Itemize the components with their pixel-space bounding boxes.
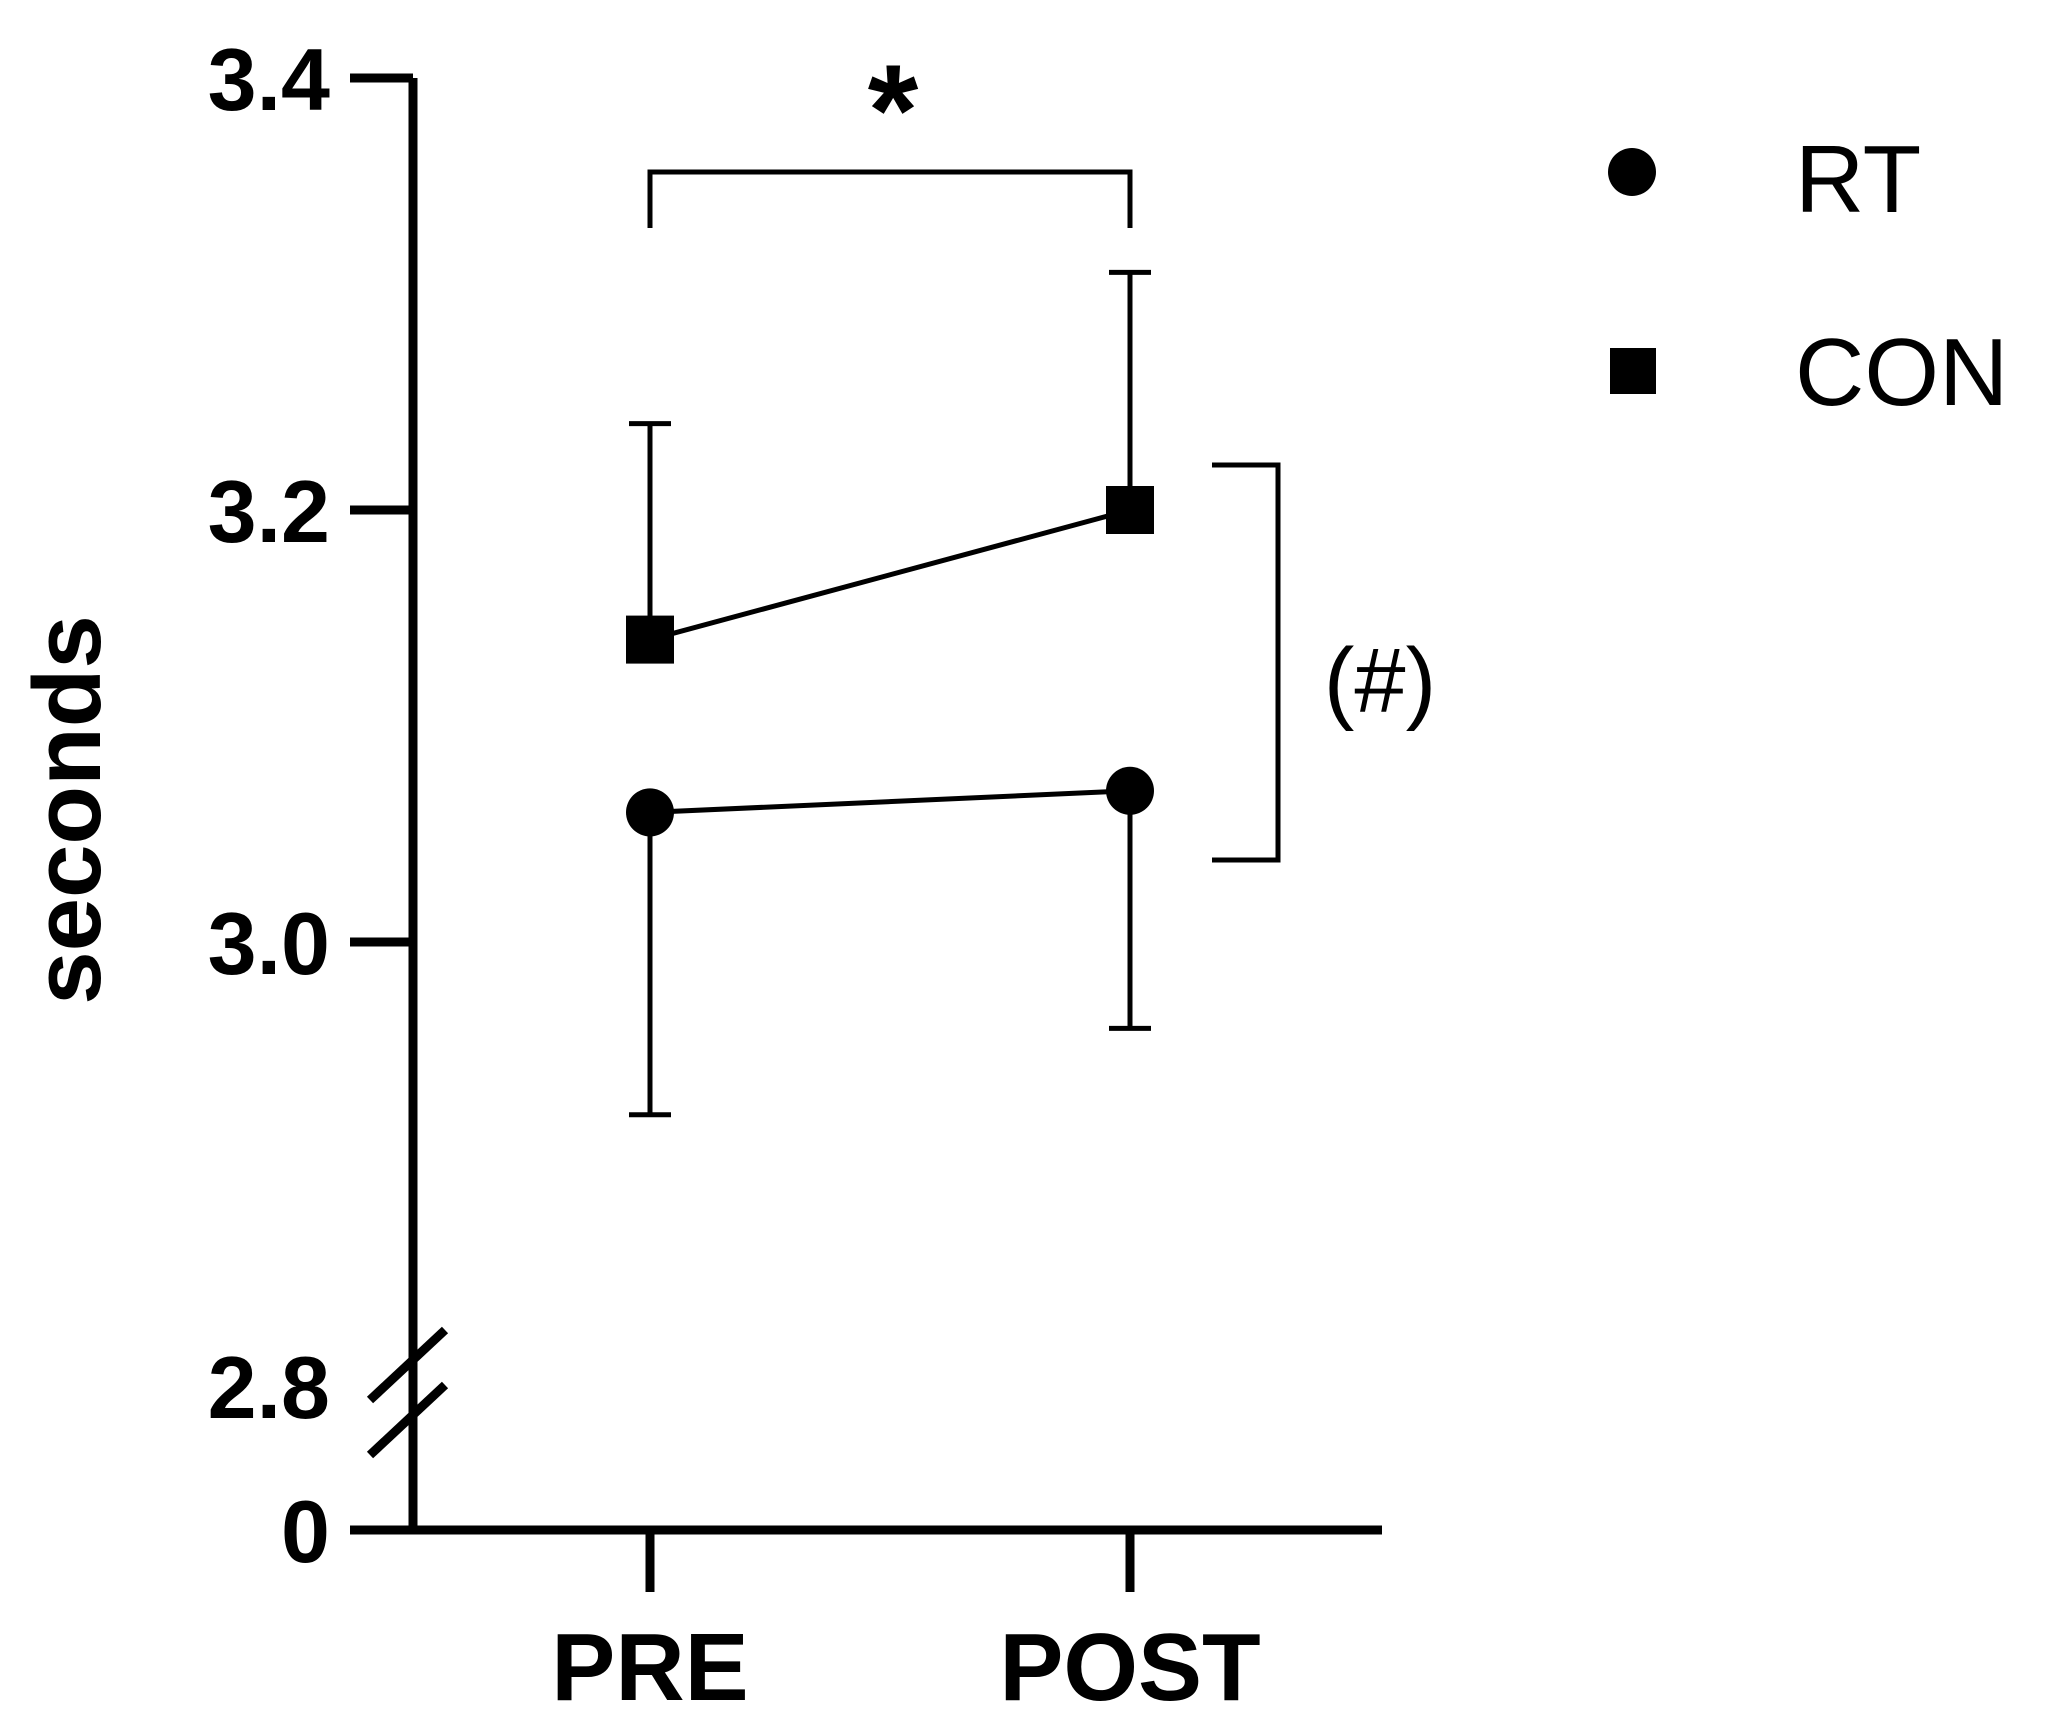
legend-con-marker	[1610, 348, 1656, 394]
con-point-post	[1106, 486, 1154, 534]
axis-break-mark	[366, 1381, 449, 1459]
group-effect-annotation: (#)	[1324, 630, 1436, 732]
time-effect-annotation: *	[868, 37, 919, 183]
time-effect-bracket	[647, 169, 1133, 228]
y-axis-label: seconds	[14, 615, 121, 1004]
y-tick-label: 2.8	[208, 1338, 330, 1437]
group-effect-bracket	[1212, 462, 1281, 863]
y-tick-label: 0	[281, 1482, 330, 1581]
con-point-pre	[626, 615, 674, 664]
axis-break-mark	[366, 1326, 449, 1404]
legend-con-label: CON	[1795, 319, 2008, 426]
y-tick-label: 3.2	[208, 462, 330, 561]
legend-rt-label: RT	[1795, 126, 1921, 233]
x-tick-label-post: POST	[999, 1614, 1260, 1720]
rt-point-post	[1106, 766, 1154, 815]
y-tick-label: 3.0	[208, 894, 330, 993]
rt-point-pre	[626, 788, 674, 837]
rt-series-line	[649, 788, 1131, 815]
con-series-line	[649, 507, 1131, 643]
legend-rt-marker	[1608, 148, 1656, 196]
x-tick-label-pre: PRE	[551, 1614, 748, 1720]
y-tick-label: 3.4	[208, 30, 330, 129]
